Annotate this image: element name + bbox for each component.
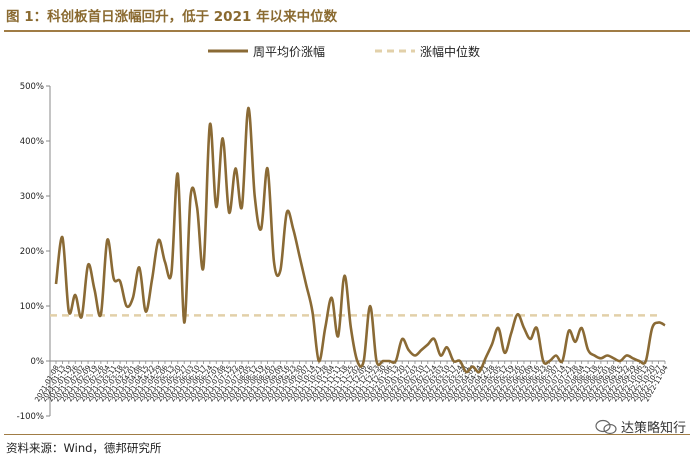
y-axis: -100% 0% 100% 200% 300% 400% 500% <box>17 82 51 422</box>
chart-title: 图 1：科创板首日涨幅回升，低于 2021 年以来中位数 <box>6 9 338 25</box>
legend: 周平均价涨幅 涨幅中位数 <box>208 44 480 59</box>
bottom-rule <box>4 434 690 435</box>
series-line-weekly-avg <box>54 106 666 374</box>
watermark: 达策略知行 <box>595 417 686 436</box>
x-axis: 2021-01-082021-01-132021-01-192021-01-26… <box>33 360 670 403</box>
y-tick-label: -100% <box>17 412 44 422</box>
y-tick-label: 200% <box>20 247 44 257</box>
y-tick-label: 100% <box>20 302 44 312</box>
y-tick-label: 400% <box>20 137 44 147</box>
y-tick-label: 500% <box>20 82 44 92</box>
legend-label-median: 涨幅中位数 <box>420 44 480 59</box>
y-tick-label: 300% <box>20 192 44 202</box>
legend-label-series: 周平均价涨幅 <box>253 44 325 59</box>
top-rule <box>4 30 690 32</box>
plot-area <box>50 106 666 374</box>
y-tick-label: 0% <box>31 357 45 367</box>
watermark-text: 达策略知行 <box>620 421 686 436</box>
source-note: 资料来源：Wind，德邦研究所 <box>6 441 162 455</box>
wechat-icon <box>595 419 617 434</box>
